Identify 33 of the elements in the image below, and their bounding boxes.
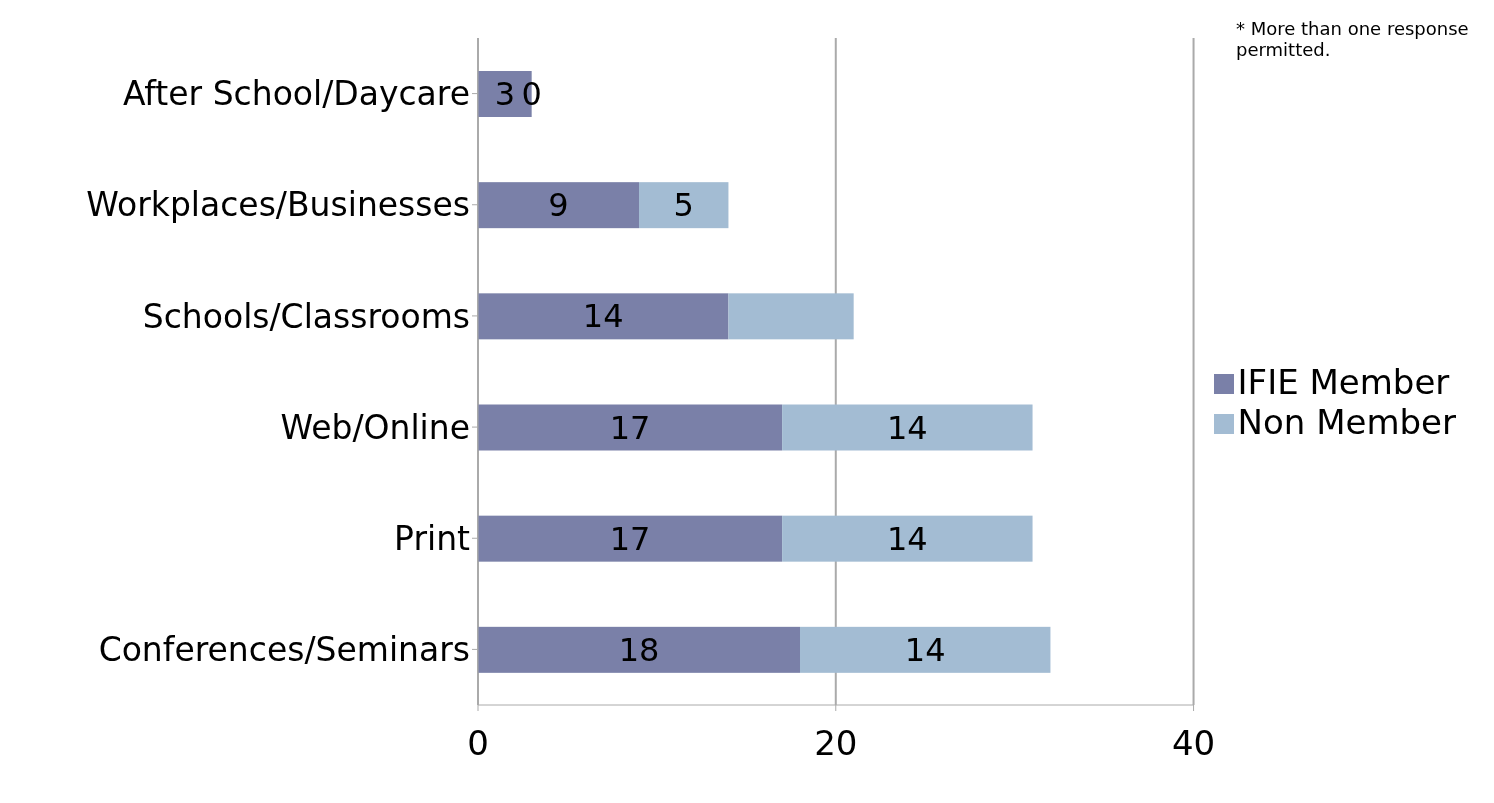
y-tick-label: After School/Daycare <box>122 74 470 114</box>
bar <box>728 293 854 340</box>
bar <box>478 182 639 229</box>
text: * More than one response permitted. <box>1236 18 1470 60</box>
legend-label: IFIE Member <box>1237 361 1450 402</box>
data-label: 3 <box>494 75 516 113</box>
bar <box>800 626 1051 673</box>
data-label: 14 <box>904 630 946 669</box>
y-tick-label: Print <box>394 518 471 558</box>
bar <box>478 626 800 673</box>
bar <box>782 515 1033 562</box>
x-tick-label: 20 <box>814 723 858 764</box>
y-tick-label: Schools/Classrooms <box>142 296 470 336</box>
y-tick-label: Workplaces/Businesses <box>86 185 470 225</box>
data-label: 18 <box>618 630 660 669</box>
bar <box>639 182 729 229</box>
data-label: 14 <box>886 408 928 447</box>
data-label: 5 <box>673 186 694 225</box>
data-label: 17 <box>609 519 651 558</box>
bar <box>478 404 783 451</box>
data-label: 14 <box>886 519 928 558</box>
y-tick-label: Conferences/Seminars <box>98 630 470 670</box>
legend-label: Non Member <box>1237 401 1456 442</box>
data-label: 17 <box>609 408 651 447</box>
data-label: 0 <box>521 75 542 113</box>
bar <box>478 293 729 340</box>
x-tick-label: 0 <box>467 723 489 764</box>
data-label: 9 <box>548 186 569 225</box>
bar <box>782 404 1033 451</box>
x-tick-label: 40 <box>1171 723 1216 764</box>
bar <box>478 515 783 562</box>
y-tick-label: Web/Online <box>280 407 470 447</box>
data-label: 14 <box>582 297 624 336</box>
